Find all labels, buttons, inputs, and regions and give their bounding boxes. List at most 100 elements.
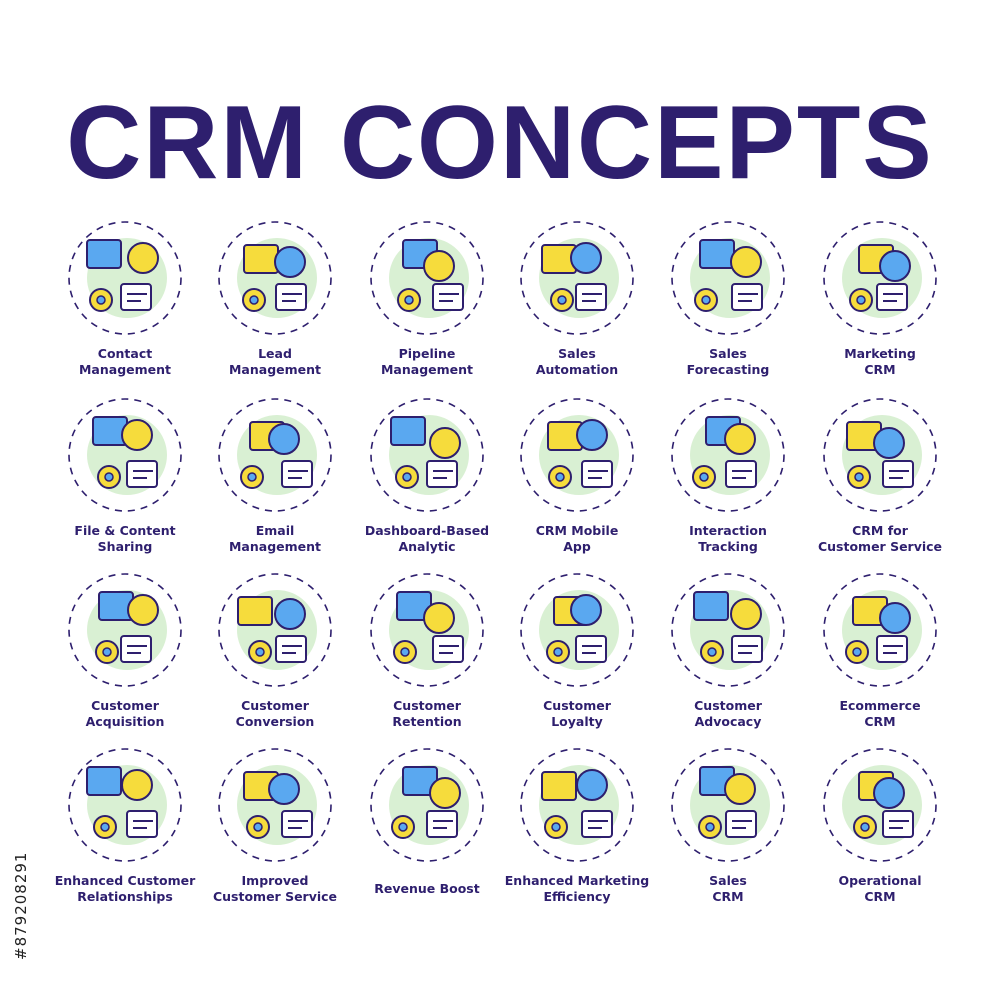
- interaction-tracking-icon: [671, 398, 785, 512]
- icon-label-line: Advocacy: [694, 714, 762, 729]
- icon-label-line: Improved: [241, 873, 309, 888]
- icon-card: Sales CRM: [653, 745, 803, 920]
- icon-label: Sales Automation: [492, 346, 662, 378]
- icon-label-line: Customer: [543, 698, 611, 713]
- icon-card: Interaction Tracking: [653, 395, 803, 570]
- file-sharing-icon: [68, 398, 182, 512]
- icon-label-line: Customer Service: [212, 889, 338, 904]
- icon-label-line: CRM: [864, 362, 896, 377]
- icon-label-line: Management: [78, 362, 171, 377]
- icon-label-line: Relationships: [77, 889, 173, 904]
- icon-label-line: App: [563, 539, 591, 554]
- icon-label-line: Efficiency: [543, 889, 611, 904]
- icon-card: Sales Forecasting: [653, 218, 803, 393]
- icon-label: Customer Loyalty: [492, 698, 662, 730]
- icon-label-line: Email: [255, 523, 295, 538]
- icon-card: CRM Mobile App: [502, 395, 652, 570]
- icon-label: Enhanced Marketing Efficiency: [492, 873, 662, 905]
- icon-label-line: Retention: [392, 714, 462, 729]
- improved-service-icon: [218, 748, 332, 862]
- icon-label-line: Marketing: [844, 346, 916, 361]
- contact-management-icon: [68, 221, 182, 335]
- icon-label-line: Lead: [258, 346, 292, 361]
- customer-loyalty-icon: [520, 573, 634, 687]
- icon-card: Lead Management: [200, 218, 350, 393]
- customer-service-icon: [823, 398, 937, 512]
- icon-label-line: Loyalty: [551, 714, 603, 729]
- icon-label-line: CRM for: [852, 523, 908, 538]
- icon-label-line: Customer: [241, 698, 309, 713]
- icon-label: Customer Advocacy: [643, 698, 813, 730]
- icon-card: Customer Advocacy: [653, 570, 803, 745]
- icon-label: CRM for Customer Service: [795, 523, 965, 555]
- marketing-crm-icon: [823, 221, 937, 335]
- ecommerce-crm-icon: [823, 573, 937, 687]
- icon-label: Revenue Boost: [342, 881, 512, 897]
- icon-label-line: Customer Service: [817, 539, 943, 554]
- icon-label-line: Acquisition: [85, 714, 165, 729]
- icon-card: Ecommerce CRM: [805, 570, 955, 745]
- pipeline-management-icon: [370, 221, 484, 335]
- icon-label: Sales CRM: [643, 873, 813, 905]
- icon-label-line: CRM: [864, 889, 896, 904]
- customer-advocacy-icon: [671, 573, 785, 687]
- sales-crm-icon: [671, 748, 785, 862]
- lead-management-icon: [218, 221, 332, 335]
- icon-card: Customer Loyalty: [502, 570, 652, 745]
- icon-label-line: File & Content: [74, 523, 176, 538]
- icon-label-line: Sharing: [97, 539, 153, 554]
- icon-card: Enhanced Customer Relationships: [50, 745, 200, 920]
- icon-card: Improved Customer Service: [200, 745, 350, 920]
- icon-label-line: CRM: [864, 714, 896, 729]
- icon-card: Customer Conversion: [200, 570, 350, 745]
- sales-forecasting-icon: [671, 221, 785, 335]
- icon-card: Revenue Boost: [352, 745, 502, 920]
- icon-label: Customer Retention: [342, 698, 512, 730]
- icon-label-line: Customer: [694, 698, 762, 713]
- icon-label: Sales Forecasting: [643, 346, 813, 378]
- icon-card: Pipeline Management: [352, 218, 502, 393]
- icon-label-line: Customer: [91, 698, 159, 713]
- icon-label-line: CRM: [712, 889, 744, 904]
- operational-crm-icon: [823, 748, 937, 862]
- icon-label-line: Sales: [709, 346, 747, 361]
- icon-card: Email Management: [200, 395, 350, 570]
- page-title: CRM CONCEPTS: [66, 85, 934, 201]
- icon-card: CRM for Customer Service: [805, 395, 955, 570]
- stock-id: #879208291: [12, 851, 30, 960]
- icon-label-line: Operational: [838, 873, 922, 888]
- icon-label-line: Conversion: [235, 714, 315, 729]
- icon-label: Improved Customer Service: [190, 873, 360, 905]
- icon-label-line: Contact: [97, 346, 153, 361]
- icon-label-line: Management: [228, 362, 321, 377]
- icon-label-line: Enhanced Customer: [54, 873, 196, 888]
- icon-card: Operational CRM: [805, 745, 955, 920]
- icon-label-line: Forecasting: [686, 362, 770, 377]
- icon-label: Marketing CRM: [795, 346, 965, 378]
- icon-card: Marketing CRM: [805, 218, 955, 393]
- icon-card: Enhanced Marketing Efficiency: [502, 745, 652, 920]
- customer-retention-icon: [370, 573, 484, 687]
- icon-card: Contact Management: [50, 218, 200, 393]
- icon-label-line: Revenue Boost: [374, 881, 480, 896]
- icon-label: CRM Mobile App: [492, 523, 662, 555]
- icon-label-line: Pipeline: [398, 346, 456, 361]
- revenue-boost-icon: [370, 748, 484, 862]
- icon-label: Contact Management: [40, 346, 210, 378]
- icon-label: Email Management: [190, 523, 360, 555]
- icon-label-line: Analytic: [398, 539, 456, 554]
- icon-label: Dashboard-Based Analytic: [342, 523, 512, 555]
- icon-label: Ecommerce CRM: [795, 698, 965, 730]
- sales-automation-icon: [520, 221, 634, 335]
- icon-label-line: CRM Mobile: [535, 523, 619, 538]
- icon-label: Operational CRM: [795, 873, 965, 905]
- customer-acquisition-icon: [68, 573, 182, 687]
- icon-label-line: Interaction: [689, 523, 767, 538]
- icon-label-line: Automation: [535, 362, 619, 377]
- icon-label-line: Management: [228, 539, 321, 554]
- icon-label: Customer Acquisition: [40, 698, 210, 730]
- icon-card: Sales Automation: [502, 218, 652, 393]
- crm-mobile-app-icon: [520, 398, 634, 512]
- icon-label: Lead Management: [190, 346, 360, 378]
- email-management-icon: [218, 398, 332, 512]
